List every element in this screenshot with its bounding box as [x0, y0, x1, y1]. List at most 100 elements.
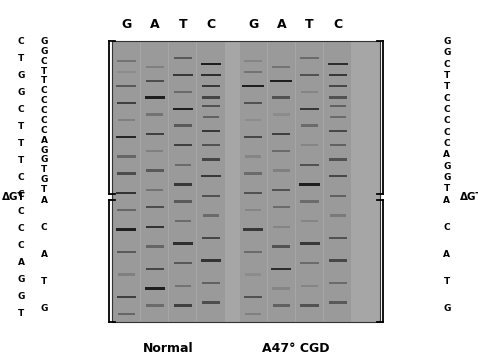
FancyBboxPatch shape	[273, 206, 290, 208]
FancyBboxPatch shape	[174, 304, 192, 306]
FancyBboxPatch shape	[146, 113, 163, 116]
Text: T: T	[18, 54, 24, 63]
Text: T: T	[18, 156, 24, 165]
FancyBboxPatch shape	[117, 228, 136, 231]
FancyBboxPatch shape	[173, 74, 193, 76]
FancyBboxPatch shape	[112, 41, 380, 322]
Text: A: A	[444, 195, 450, 204]
Text: A47° CGD: A47° CGD	[262, 342, 329, 355]
FancyBboxPatch shape	[117, 192, 136, 194]
Text: C: C	[206, 18, 216, 31]
FancyBboxPatch shape	[301, 164, 319, 166]
FancyBboxPatch shape	[242, 85, 264, 87]
Text: ΔGT: ΔGT	[2, 192, 25, 202]
FancyBboxPatch shape	[174, 57, 192, 59]
FancyBboxPatch shape	[245, 312, 261, 315]
Text: G: G	[443, 173, 451, 182]
FancyBboxPatch shape	[329, 158, 347, 161]
FancyBboxPatch shape	[244, 251, 262, 253]
FancyBboxPatch shape	[273, 113, 290, 116]
Text: G: G	[17, 88, 25, 97]
FancyBboxPatch shape	[174, 125, 192, 127]
Text: C: C	[41, 126, 47, 135]
Text: T: T	[41, 165, 47, 174]
FancyBboxPatch shape	[145, 304, 163, 306]
Text: T: T	[18, 122, 24, 131]
FancyBboxPatch shape	[174, 144, 192, 147]
FancyBboxPatch shape	[272, 150, 291, 152]
FancyBboxPatch shape	[117, 251, 135, 253]
FancyBboxPatch shape	[201, 259, 221, 262]
FancyBboxPatch shape	[329, 96, 347, 99]
FancyBboxPatch shape	[272, 66, 291, 68]
Text: T: T	[41, 185, 47, 194]
Text: C: C	[444, 223, 450, 232]
FancyBboxPatch shape	[113, 41, 140, 322]
FancyBboxPatch shape	[201, 63, 221, 65]
FancyBboxPatch shape	[329, 282, 347, 284]
FancyBboxPatch shape	[145, 287, 164, 290]
Text: C: C	[444, 59, 450, 68]
FancyBboxPatch shape	[272, 96, 291, 99]
FancyBboxPatch shape	[329, 144, 346, 147]
FancyBboxPatch shape	[329, 301, 347, 304]
FancyBboxPatch shape	[301, 74, 319, 76]
FancyBboxPatch shape	[173, 242, 193, 245]
FancyBboxPatch shape	[117, 136, 136, 138]
Text: C: C	[18, 190, 24, 199]
FancyBboxPatch shape	[173, 108, 193, 110]
Text: Normal: Normal	[143, 342, 194, 355]
FancyBboxPatch shape	[301, 200, 319, 203]
FancyBboxPatch shape	[272, 245, 291, 248]
FancyBboxPatch shape	[244, 102, 262, 104]
FancyBboxPatch shape	[118, 273, 135, 276]
FancyBboxPatch shape	[201, 175, 221, 177]
FancyBboxPatch shape	[141, 41, 168, 322]
Text: T: T	[444, 71, 450, 80]
Text: G: G	[443, 304, 451, 313]
FancyBboxPatch shape	[329, 195, 346, 197]
Text: A: A	[41, 195, 47, 204]
Text: G: G	[17, 292, 25, 301]
FancyBboxPatch shape	[174, 220, 191, 222]
Text: T: T	[444, 277, 450, 286]
Text: T: T	[41, 67, 47, 76]
FancyBboxPatch shape	[329, 105, 346, 107]
FancyBboxPatch shape	[202, 96, 220, 99]
FancyBboxPatch shape	[329, 259, 347, 262]
Text: T: T	[305, 18, 314, 31]
FancyBboxPatch shape	[117, 102, 135, 104]
FancyBboxPatch shape	[146, 150, 163, 152]
FancyBboxPatch shape	[301, 304, 319, 306]
FancyBboxPatch shape	[244, 296, 262, 298]
FancyBboxPatch shape	[301, 262, 319, 264]
Text: C: C	[41, 223, 47, 232]
Text: G: G	[443, 37, 451, 46]
Text: A: A	[444, 250, 450, 259]
Text: T: T	[178, 18, 187, 31]
FancyBboxPatch shape	[271, 80, 292, 82]
Text: C: C	[444, 116, 450, 125]
FancyBboxPatch shape	[245, 156, 261, 158]
Text: C: C	[444, 105, 450, 114]
FancyBboxPatch shape	[245, 119, 261, 121]
Text: C: C	[333, 18, 342, 31]
FancyBboxPatch shape	[145, 170, 163, 172]
FancyBboxPatch shape	[268, 41, 295, 322]
Text: G: G	[40, 47, 48, 56]
FancyBboxPatch shape	[117, 156, 135, 158]
Text: G: G	[40, 37, 48, 46]
FancyBboxPatch shape	[117, 209, 135, 211]
Text: C: C	[41, 96, 47, 105]
FancyBboxPatch shape	[145, 66, 163, 68]
FancyBboxPatch shape	[174, 164, 191, 166]
FancyBboxPatch shape	[328, 63, 348, 65]
Text: G: G	[40, 156, 48, 165]
FancyBboxPatch shape	[174, 184, 192, 186]
Text: G: G	[443, 162, 451, 171]
FancyBboxPatch shape	[329, 74, 347, 76]
Text: A: A	[18, 258, 24, 267]
FancyBboxPatch shape	[302, 220, 318, 222]
FancyBboxPatch shape	[118, 312, 135, 315]
FancyBboxPatch shape	[301, 57, 319, 59]
